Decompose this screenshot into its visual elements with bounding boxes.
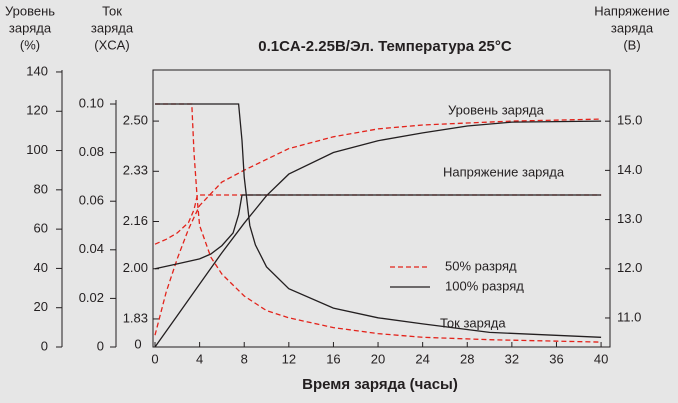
- x-tick-label: 40: [594, 351, 608, 366]
- annotation: Напряжение заряда: [443, 164, 565, 179]
- series-line: [154, 118, 602, 336]
- y-tick-label: 1.83: [123, 310, 148, 325]
- y-tick-label: 2.50: [123, 113, 148, 128]
- x-tick-label: 8: [241, 351, 248, 366]
- x-tick-label: 4: [196, 351, 203, 366]
- series-line: [154, 120, 602, 348]
- y-tick-label: 0.10: [79, 95, 104, 110]
- y2-tick-label: 13.0: [617, 211, 642, 226]
- y-tick-label: 0.04: [79, 241, 104, 256]
- y-tick-label: 2.16: [123, 213, 148, 228]
- axis-title: заряда: [9, 20, 52, 35]
- axis-title: заряда: [611, 20, 654, 35]
- series-line: [155, 103, 602, 343]
- legend-label: 50% разряд: [445, 258, 517, 273]
- y-tick-label: 0: [97, 338, 104, 353]
- series-line: [154, 194, 602, 245]
- annotation: Ток заряда: [440, 315, 506, 330]
- y-tick-label: 120: [26, 103, 48, 118]
- axis-title: Уровень: [5, 3, 55, 18]
- y-tick-label: 2.00: [123, 260, 148, 275]
- x-tick-label: 24: [415, 351, 429, 366]
- y-tick-label: 0.02: [79, 290, 104, 305]
- y-tick-label: 0.08: [79, 144, 104, 159]
- y2-tick-label: 12.0: [617, 260, 642, 275]
- x-tick-label: 0: [151, 351, 158, 366]
- origin-label: 0: [134, 336, 141, 351]
- axis-title: Напряжение: [594, 3, 669, 18]
- legend-label: 100% разряд: [445, 278, 524, 293]
- y2-tick-label: 11.0: [617, 309, 641, 324]
- axis-title: (В): [623, 37, 640, 52]
- x-tick-label: 20: [371, 351, 385, 366]
- y-tick-label: 20: [34, 299, 48, 314]
- y-tick-label: 0: [41, 338, 48, 353]
- y-tick-label: 140: [26, 63, 48, 78]
- x-tick-label: 32: [505, 351, 519, 366]
- series-line: [154, 194, 602, 270]
- y-tick-label: 100: [26, 142, 48, 157]
- axis-title: (%): [20, 37, 40, 52]
- y-tick-label: 80: [34, 181, 48, 196]
- x-axis-label: Время заряда (часы): [302, 376, 458, 393]
- x-tick-label: 28: [460, 351, 474, 366]
- chart-title: 0.1CA-2.25В/Эл. Температура 25°C: [258, 38, 512, 55]
- y-tick-label: 60: [34, 221, 48, 236]
- y2-tick-label: 14.0: [617, 162, 642, 177]
- y2-tick-label: 15.0: [617, 113, 642, 128]
- x-tick-label: 36: [549, 351, 563, 366]
- annotation: Уровень заряда: [448, 102, 545, 117]
- y-tick-label: 2.33: [123, 163, 148, 178]
- axis-title: (XCA): [94, 37, 129, 52]
- series-line: [155, 103, 602, 338]
- x-tick-label: 12: [282, 351, 296, 366]
- y-tick-label: 0.06: [79, 193, 104, 208]
- y-tick-label: 40: [34, 260, 48, 275]
- x-tick-label: 16: [326, 351, 340, 366]
- plot-area: [152, 69, 611, 348]
- axis-title: заряда: [91, 20, 134, 35]
- axis-title: Ток: [102, 3, 122, 18]
